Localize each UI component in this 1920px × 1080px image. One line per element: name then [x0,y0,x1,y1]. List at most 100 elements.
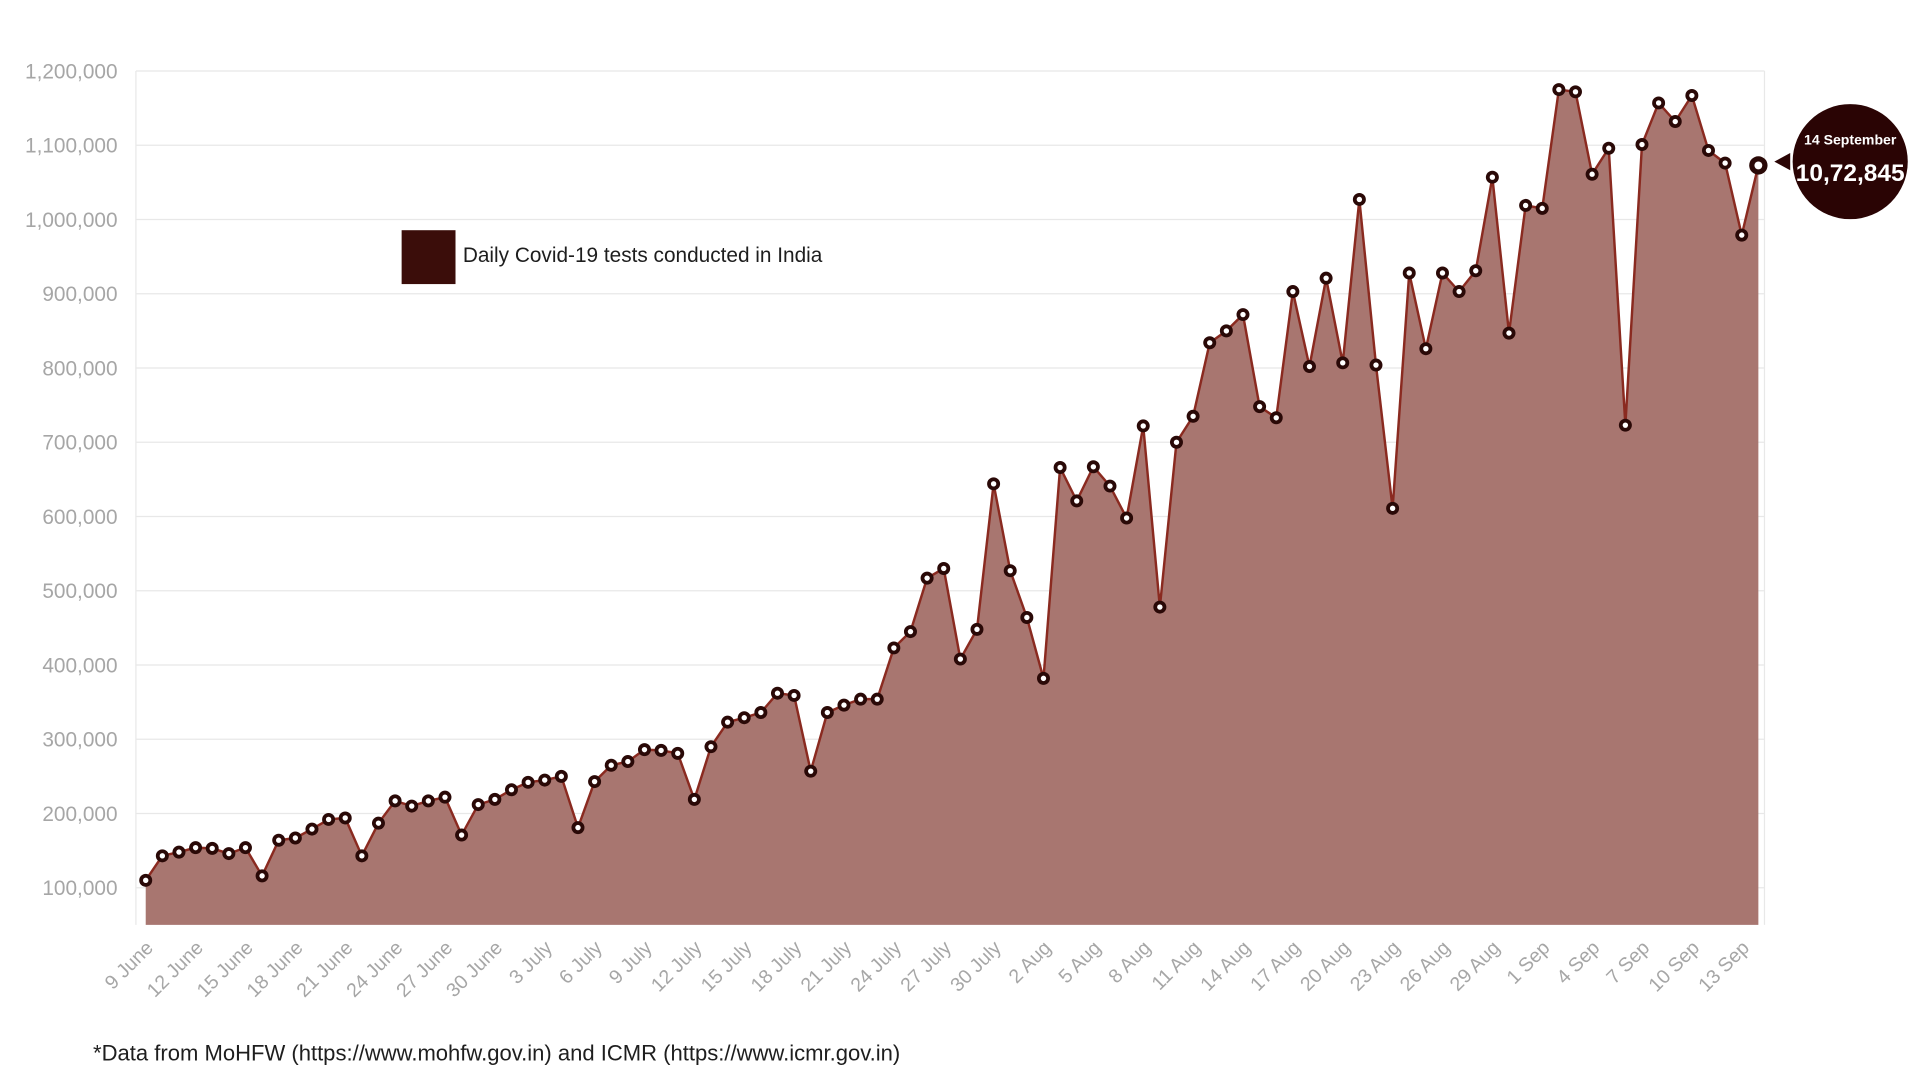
data-point: 8 Aug [1136,419,1150,433]
data-point-center [1024,614,1030,621]
data-point-center [774,690,781,696]
data-point-center [1739,232,1745,238]
data-point-center [990,481,997,487]
data-point: 1 July [504,783,518,797]
data-point-center [176,849,182,855]
y-tick-label: 1,000,000 [25,209,118,232]
data-point: 21 July [837,698,851,712]
data-point: 4 Aug [1070,494,1084,508]
data-point-center [1589,171,1595,177]
data-point: 24 Aug [1402,266,1416,280]
data-point: 9 Aug [1153,600,1167,614]
x-tick-label: 26 Aug [1396,937,1455,996]
data-point: 10 June [155,849,169,863]
data-point: 24 June [388,794,402,808]
data-point-center [1639,141,1645,148]
data-point-center [974,626,980,633]
data-point: 5 Sep [1602,141,1616,155]
data-point-center [1389,505,1396,512]
data-point: 23 July [870,692,884,706]
data-point: 2 Sep [1552,83,1566,97]
y-tick-label: 800,000 [42,357,117,380]
data-point: 31 Aug [1519,198,1533,212]
data-point: 6 Sep [1618,418,1632,432]
data-point: 27 July [937,561,951,575]
data-point: 29 June [471,798,485,812]
data-point: 20 June [322,812,336,826]
data-point: 17 June [272,833,286,847]
source-footnote: *Data from MoHFW (https://www.mohfw.gov.… [93,1040,900,1065]
x-tick-label: 11 Aug [1148,937,1206,995]
data-point: 23 Aug [1386,501,1400,515]
data-point-center [941,565,947,572]
y-tick-label: 700,000 [42,432,117,455]
data-point: 8 Sep [1652,96,1666,110]
data-point: 11 Sep [1702,143,1715,157]
data-point-center [1622,422,1629,428]
data-point-center [1522,202,1529,209]
data-point: 13 June [205,841,219,855]
x-tick-label: 14 Aug [1196,937,1255,996]
data-point-center [342,815,348,821]
data-point: 12 Sep [1718,156,1732,170]
data-point-center [309,826,315,832]
data-point: 23 June [371,816,385,830]
data-point-center [259,873,265,879]
x-tick-label: 18 July [747,937,807,997]
data-point: 25 July [903,625,917,639]
data-point-center [1423,346,1429,352]
data-point-center [791,692,797,699]
y-axis: 100,000 200,000 300,000 400,000 500,000 600,0… [25,60,118,900]
data-point-center [508,787,515,793]
x-tick-label: 6 July [555,937,607,989]
data-point-center [192,844,199,851]
data-point-center [442,794,448,800]
data-point: 29 Aug [1485,170,1499,184]
callout-date: 14 September [1804,131,1897,147]
data-point-center [1207,340,1213,346]
data-point-center [242,844,249,851]
data-point: 6 Aug [1103,479,1117,493]
x-tick-label: 27 July [896,937,956,997]
data-point-center [1273,415,1279,421]
x-tick-label: 17 Aug [1246,937,1305,996]
data-point: 13 Aug [1219,324,1233,338]
data-point: 10 Aug [1169,435,1183,449]
data-point: 2 July [521,775,535,789]
data-point: 12 June [189,841,203,855]
data-point: 9 Sep [1668,115,1682,128]
data-point-center [691,796,698,803]
data-point-center [1655,100,1662,106]
data-point-center [1689,92,1695,99]
y-tick-label: 900,000 [42,283,117,306]
data-point-center [675,750,681,757]
data-point: 26 Aug [1435,266,1449,280]
data-point-center [226,850,232,857]
y-tick-label: 600,000 [42,506,117,529]
data-point-center [591,778,598,785]
data-point: 13 July [704,740,718,754]
data-point: 10 Sep [1685,89,1699,103]
data-point-center [1356,196,1363,203]
y-tick-label: 300,000 [42,729,117,752]
data-point: 3 Sep [1568,85,1582,99]
data-point-center [209,845,215,852]
data-point-center [724,719,731,725]
data-point-center [841,702,847,708]
data-point-center [1090,464,1097,470]
data-point-center [708,743,714,750]
data-point: 7 Aug [1120,511,1134,525]
data-point-center [1722,160,1728,166]
data-point-center [292,835,299,841]
data-point: 18 July [787,688,801,702]
data-point: 14 Aug [1236,308,1250,322]
data-point: 22 Aug [1369,358,1383,372]
y-tick-label: 1,200,000 [25,60,118,83]
data-point: 7 Sep [1635,138,1649,152]
x-tick-label: 2 Aug [1005,937,1056,988]
data-point: 2 Aug [1036,671,1050,685]
data-point: 28 July [953,652,967,666]
x-tick-label: 5 Aug [1054,937,1105,988]
data-point: 28 June [455,828,469,842]
